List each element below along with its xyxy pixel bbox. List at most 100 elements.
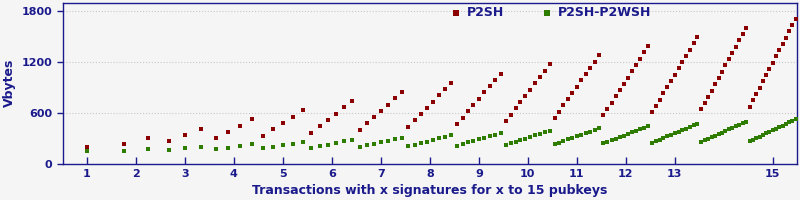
P2SH-P2WSH [646,141,658,144]
P2SH-P2WSH [519,137,532,140]
P2SH [609,95,622,98]
P2SH [296,109,309,112]
P2SH [593,54,606,57]
P2SH [514,101,527,104]
P2SH [630,63,642,67]
P2SH-P2WSH [626,131,638,134]
P2SH [361,122,374,125]
P2SH [676,61,689,64]
P2SH [694,108,707,111]
P2SH-P2WSH [296,141,309,144]
P2SH [719,64,732,67]
P2SH [665,79,678,83]
P2SH-P2WSH [694,140,707,144]
P2SH [538,69,551,72]
P2SH-P2WSH [716,131,729,134]
P2SH [754,86,766,89]
P2SH-P2WSH [529,134,542,137]
P2SH-P2WSH [665,133,678,136]
P2SH-P2WSH [178,147,191,150]
P2SH [646,111,658,114]
P2SH [766,61,779,64]
P2SH-P2WSH [234,144,246,148]
P2SH-P2WSH [737,122,750,125]
P2SH [382,103,394,106]
P2SH-P2WSH [654,138,666,141]
P2SH [456,116,469,119]
P2SH [657,92,670,95]
P2SH [562,98,574,101]
P2SH-P2WSH [584,130,597,133]
P2SH-P2WSH [593,127,606,130]
P2SH-P2WSH [750,136,763,140]
P2SH-P2WSH [726,126,739,129]
P2SH [467,103,480,107]
P2SH [534,75,546,79]
P2SH [575,79,588,82]
P2SH-P2WSH [570,135,583,138]
P2SH [420,106,433,109]
P2SH-P2WSH [209,148,222,151]
P2SH-P2WSH [661,135,674,138]
P2SH [209,137,222,140]
P2SH-P2WSH [722,128,735,131]
P2SH-P2WSH [445,134,458,137]
P2SH-P2WSH [382,139,394,142]
P2SH [266,128,279,131]
P2SH-P2WSH [773,126,786,129]
P2SH [776,42,789,45]
P2SH-P2WSH [740,120,753,123]
P2SH [705,89,718,92]
P2SH-P2WSH [712,133,725,136]
P2SH-P2WSH [668,132,681,135]
P2SH-P2WSH [634,128,646,131]
P2SH [438,87,451,91]
P2SH [650,104,662,108]
P2SH [195,127,208,130]
P2SH-P2WSH [770,127,782,130]
P2SH [246,118,258,121]
P2SH [257,134,270,137]
P2SH [687,42,700,45]
P2SH [661,86,674,89]
P2SH-P2WSH [642,125,654,128]
P2SH [743,105,756,108]
P2SH-P2WSH [786,119,798,122]
P2SH-P2WSH [683,125,696,129]
P2SH-P2WSH [367,142,380,145]
P2SH-P2WSH [702,137,714,140]
P2SH [726,51,739,55]
P2SH-P2WSH [81,150,94,153]
P2SH [553,110,566,113]
P2SH-P2WSH [789,118,800,121]
P2SH [740,26,753,29]
P2SH-P2WSH [456,142,469,146]
P2SH [570,85,583,88]
P2SH [322,118,334,122]
P2SH-P2WSH [118,149,130,152]
P2SH-P2WSH [246,143,258,146]
P2SH-P2WSH [553,141,566,144]
P2SH [642,45,654,48]
P2SH [483,85,496,88]
P2SH [668,73,681,76]
P2SH-P2WSH [763,130,776,133]
P2SH [622,76,634,79]
P2SH [450,122,463,125]
P2SH [473,97,486,100]
P2SH [760,74,773,77]
P2SH-P2WSH [566,136,578,139]
X-axis label: Transactions with x signatures for x to 15 pubkeys: Transactions with x signatures for x to … [252,184,607,197]
P2SH [757,80,770,83]
P2SH [81,146,94,149]
P2SH-P2WSH [680,127,693,130]
P2SH-P2WSH [478,136,490,139]
P2SH [626,70,638,73]
P2SH [566,91,578,95]
P2SH-P2WSH [622,132,634,136]
P2SH [698,102,711,105]
P2SH [462,110,474,113]
P2SH [638,51,650,54]
P2SH-P2WSH [618,134,630,137]
P2SH [286,115,299,118]
